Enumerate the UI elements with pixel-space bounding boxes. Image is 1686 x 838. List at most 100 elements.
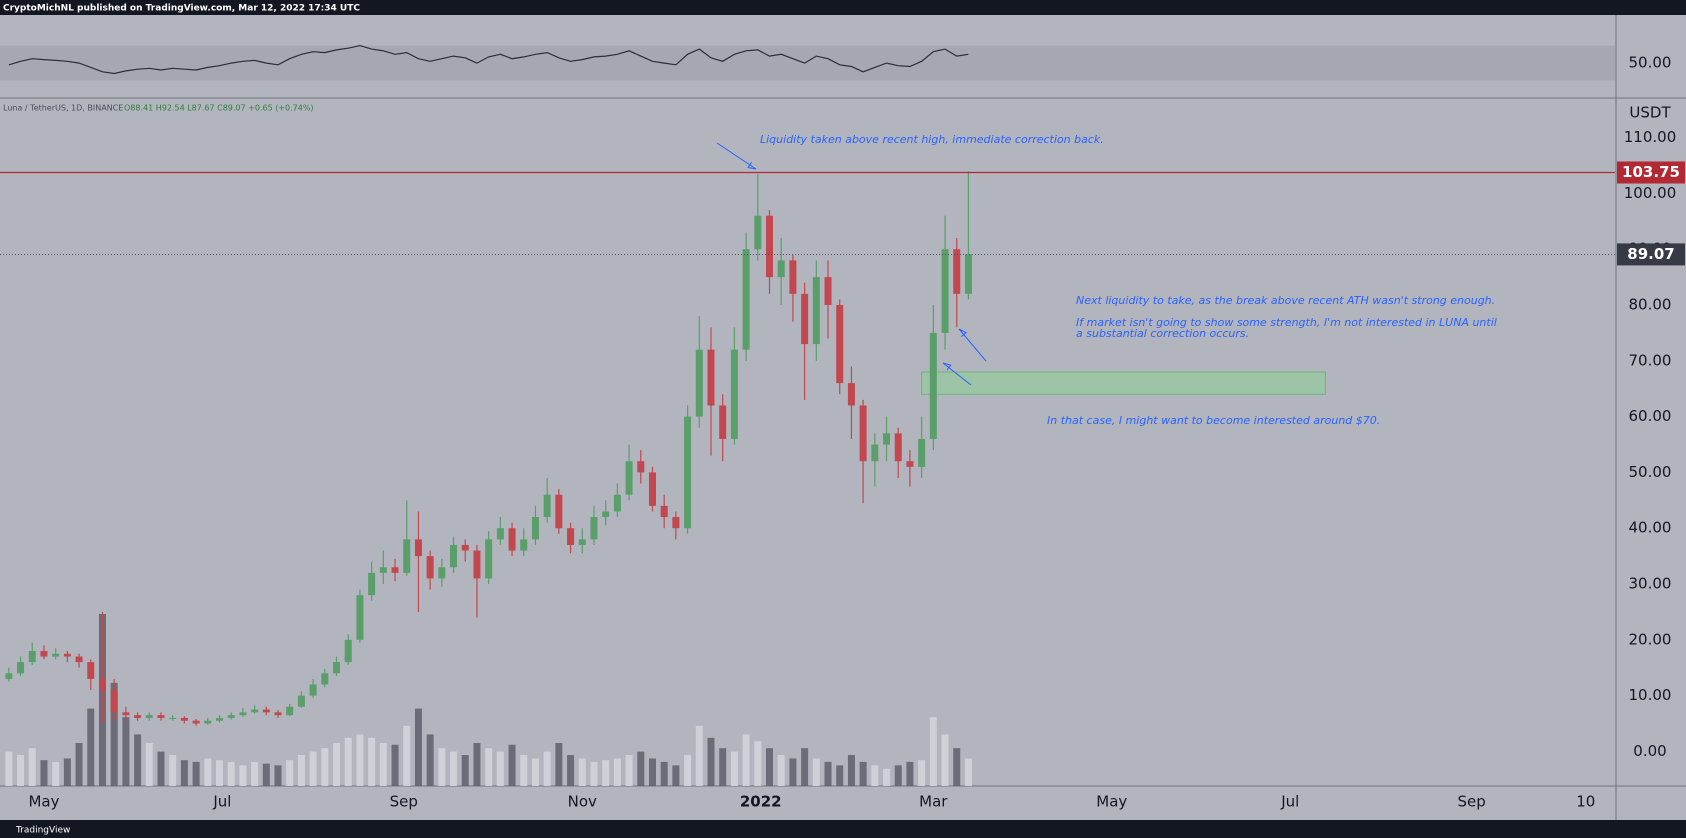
candle-body <box>801 293 809 345</box>
candle-body <box>707 349 715 406</box>
candle-body <box>5 673 13 679</box>
candle-body <box>520 539 528 551</box>
volume-bar <box>648 758 656 786</box>
volume-bar <box>63 758 71 786</box>
candle-body <box>438 567 446 579</box>
candle-body <box>333 662 341 674</box>
candle-body <box>227 715 235 718</box>
x-tick-label: Nov <box>568 793 597 811</box>
candle-body <box>473 550 481 579</box>
volume-bar <box>297 755 305 786</box>
volume-bar <box>450 751 458 786</box>
volume-bar <box>227 761 235 786</box>
candle-body <box>204 720 212 724</box>
candle-body <box>192 720 200 724</box>
candle-body <box>496 528 504 540</box>
volume-bar <box>438 748 446 786</box>
candle-body <box>941 249 949 333</box>
candle-body <box>871 444 879 462</box>
volume-bar <box>17 755 25 786</box>
volume-bar <box>333 743 341 786</box>
volume-bar <box>801 748 809 786</box>
candle-body <box>929 332 937 439</box>
y-tick-label: 100.00 <box>1624 184 1677 202</box>
level-label: 89.07 <box>1627 245 1674 263</box>
candle-body <box>309 684 317 696</box>
volume-bar <box>672 765 680 786</box>
volume-bar <box>169 755 177 786</box>
volume-bar <box>531 758 539 786</box>
candle-body <box>450 544 458 568</box>
y-tick-label: 60.00 <box>1629 407 1672 425</box>
volume-bar <box>824 761 832 786</box>
volume-bar <box>508 744 516 786</box>
annotation: a substantial correction occurs. <box>1076 327 1249 340</box>
candle-body <box>262 709 270 713</box>
candle-body <box>695 349 703 417</box>
volume-bar <box>110 682 118 786</box>
volume-bar <box>321 748 329 786</box>
candle-body <box>426 556 434 579</box>
candle-body <box>964 254 972 294</box>
candle-body <box>953 249 961 294</box>
x-tick-label: Jul <box>1280 793 1299 811</box>
volume-bar <box>274 765 282 786</box>
candle-body <box>859 405 867 462</box>
candle-body <box>368 572 376 596</box>
x-tick-label: 10 <box>1576 793 1595 811</box>
volume-bar <box>953 748 961 786</box>
volume-bar <box>964 758 972 786</box>
arrow-head <box>942 362 952 371</box>
candle-body <box>403 539 411 573</box>
volume-bar <box>192 761 200 786</box>
candle-body <box>847 383 855 406</box>
y-tick-label: 20.00 <box>1629 630 1672 648</box>
volume-bar <box>286 760 294 786</box>
x-tick-label: May <box>1096 793 1127 811</box>
y-tick-label: 110.00 <box>1624 128 1677 146</box>
candle-body <box>110 690 118 713</box>
volume-bar <box>660 761 668 786</box>
candle-body <box>286 706 294 716</box>
candle-body <box>52 653 60 657</box>
volume-bar <box>75 743 83 786</box>
annotation: If market isn't going to show some stren… <box>1076 316 1497 329</box>
candle-body <box>297 695 305 707</box>
level-label: 103.75 <box>1622 163 1680 181</box>
candle-body <box>894 433 902 462</box>
y-tick-label: 70.00 <box>1629 351 1672 369</box>
arrow-head <box>958 328 968 338</box>
volume-bar <box>906 761 914 786</box>
volume-bar <box>239 765 247 786</box>
candle-body <box>648 472 656 506</box>
candle-body <box>356 595 364 640</box>
volume-bar <box>379 743 387 786</box>
candle-body <box>134 715 142 718</box>
volume-bar <box>742 734 750 786</box>
candle-body <box>742 249 750 350</box>
candle-body <box>730 349 738 439</box>
volume-bar <box>836 765 844 786</box>
x-tick-label: 2022 <box>740 793 782 811</box>
candle-body <box>625 461 633 495</box>
volume-bar <box>426 734 434 786</box>
rsi-band <box>0 45 1615 81</box>
volume-bar <box>543 751 551 786</box>
candle-body <box>555 494 563 529</box>
volume-bar <box>929 717 937 786</box>
y-tick-label: 40.00 <box>1629 519 1672 537</box>
volume-bar <box>52 761 60 786</box>
candle-body <box>906 461 914 467</box>
volume-bar <box>789 758 797 786</box>
candle-body <box>578 539 586 545</box>
volume-bar <box>28 748 36 786</box>
annotation: Next liquidity to take, as the break abo… <box>1076 294 1495 307</box>
volume-bar <box>859 761 867 786</box>
candle-body <box>508 528 516 551</box>
candle-body <box>684 416 692 529</box>
volume-bar <box>485 748 493 786</box>
volume-bar <box>520 755 528 786</box>
candle-body <box>883 433 891 445</box>
candle-body <box>613 494 621 512</box>
